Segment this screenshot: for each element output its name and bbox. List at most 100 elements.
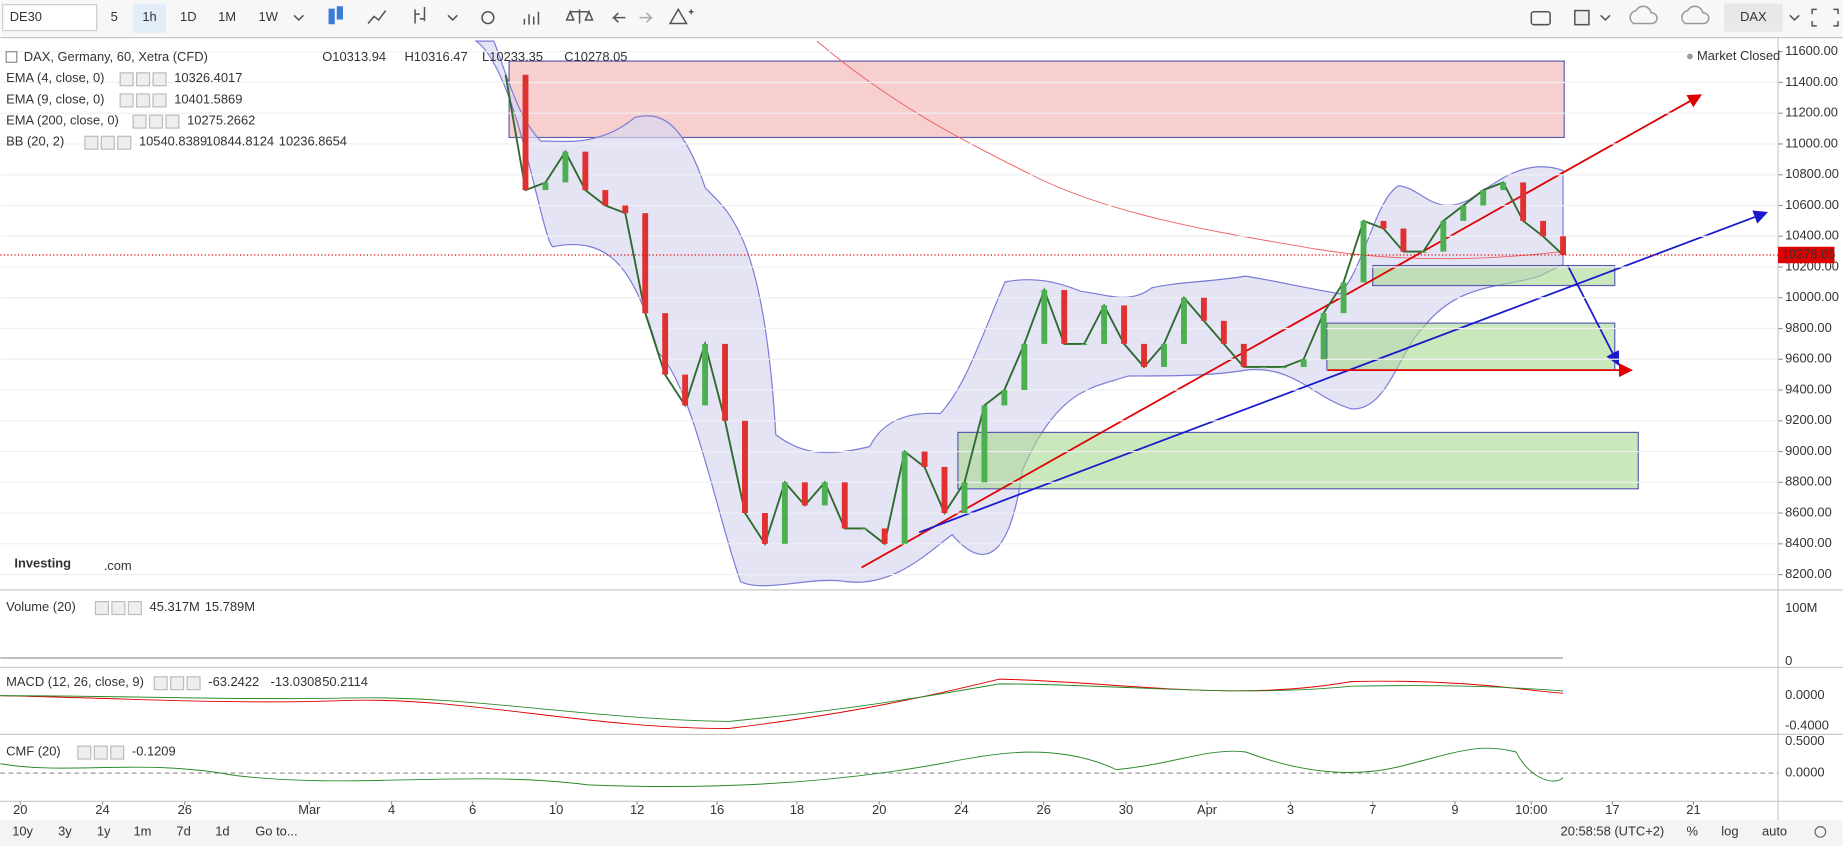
draw-dropdown[interactable] — [447, 14, 458, 22]
legend-control[interactable] — [119, 72, 134, 87]
price-line — [504, 74, 1564, 546]
candle — [1200, 297, 1207, 321]
range-button[interactable]: 3y — [58, 823, 72, 838]
settings-icon[interactable] — [481, 10, 495, 25]
legend-control[interactable] — [165, 114, 180, 129]
range-button[interactable]: 10y — [12, 823, 33, 838]
compare-icon[interactable] — [565, 9, 594, 24]
scale-option[interactable]: % — [1687, 823, 1699, 838]
line-icon[interactable] — [367, 10, 387, 24]
legend-control[interactable] — [148, 114, 164, 129]
logo-suffix: .com — [104, 558, 132, 573]
date-tick-label: 20 — [872, 802, 886, 817]
interval-button[interactable]: 1W — [259, 9, 279, 24]
indicator-value: 10326.4017 — [174, 70, 242, 85]
fullscreen-icon[interactable] — [1811, 8, 1839, 27]
symbol[interactable]: DE30 — [10, 9, 42, 24]
indicator-value: 10844.8124 — [206, 134, 274, 149]
layout-dropdown[interactable] — [1600, 14, 1611, 22]
date-tick-label: 26 — [1037, 802, 1051, 817]
interval-button[interactable]: 1D — [180, 9, 197, 24]
cloud-save[interactable] — [1681, 5, 1710, 25]
candle — [742, 420, 748, 514]
last-price-label: 10278.05 — [1782, 246, 1836, 261]
legend-control[interactable] — [117, 135, 132, 150]
legend-control[interactable] — [132, 114, 147, 129]
alert-icon[interactable] — [668, 7, 694, 25]
market-dropdown[interactable] — [1789, 14, 1800, 22]
interval-button[interactable]: 1h — [142, 9, 156, 24]
legend-control[interactable] — [84, 135, 99, 150]
pane-axis-label: 0 — [1785, 653, 1792, 668]
legend-control[interactable] — [111, 601, 126, 616]
legend-control[interactable] — [153, 676, 168, 691]
candle — [961, 482, 968, 514]
legend-control[interactable] — [127, 601, 142, 616]
legend-control[interactable] — [170, 676, 185, 691]
indicator-value: 10401.5869 — [174, 91, 242, 106]
range-button[interactable]: 1m — [134, 823, 152, 838]
legend-control[interactable] — [94, 601, 109, 616]
interval-button[interactable]: 1M — [218, 9, 236, 24]
interval-dropdown[interactable] — [293, 14, 304, 22]
indicator-icon[interactable] — [414, 7, 426, 24]
range-button[interactable]: 1d — [215, 823, 229, 838]
undo-icon[interactable] — [611, 12, 626, 23]
range-button[interactable]: 1y — [97, 823, 111, 838]
price-tick-label: 11400.00 — [1785, 74, 1838, 89]
candle — [582, 151, 589, 191]
pane-axis-label: 0.5000 — [1785, 733, 1824, 748]
legend-control[interactable] — [119, 93, 134, 108]
date-tick-label: 12 — [630, 802, 644, 817]
scale-option[interactable]: auto — [1762, 823, 1787, 838]
interval-button[interactable]: 5 — [111, 9, 118, 24]
redo-icon[interactable] — [639, 12, 654, 23]
pane-axis-label: 0.0000 — [1785, 765, 1824, 780]
candle — [1340, 282, 1347, 314]
date-tick-label: 20 — [13, 802, 27, 817]
legend-collapse[interactable] — [5, 51, 18, 63]
legend-control[interactable] — [77, 745, 92, 760]
legend-control[interactable] — [152, 72, 167, 87]
camera-icon[interactable] — [1530, 10, 1551, 26]
legend-control[interactable] — [186, 676, 201, 691]
date-tick-label: 17 — [1605, 802, 1619, 817]
legend-control[interactable] — [110, 745, 125, 760]
studies-icon[interactable] — [523, 11, 540, 25]
candle — [1460, 205, 1467, 221]
market-box[interactable] — [1724, 3, 1783, 32]
price-tick-label: 9200.00 — [1785, 412, 1832, 427]
legend-control[interactable] — [136, 72, 151, 87]
macd-signal — [0, 683, 1564, 722]
date-tick-label: 18 — [790, 802, 804, 817]
legend-control[interactable] — [100, 135, 115, 150]
settings-gear[interactable] — [1814, 826, 1827, 838]
legend-control[interactable] — [152, 93, 167, 108]
price-tick-label: 8600.00 — [1785, 504, 1832, 519]
goto-button[interactable]: Go to... — [255, 823, 297, 838]
candle — [1320, 313, 1327, 360]
clock: 20:58:58 (UTC+2) — [1561, 823, 1665, 838]
legend-control[interactable] — [136, 93, 151, 108]
scale-option[interactable]: log — [1721, 823, 1738, 838]
projection-arrow — [1566, 265, 1620, 366]
legend-control[interactable] — [93, 745, 108, 760]
price-tick-label: 9400.00 — [1785, 381, 1832, 396]
symbol-box[interactable] — [2, 4, 98, 32]
candle — [861, 528, 868, 530]
candle — [1161, 343, 1167, 367]
date-tick-label: 10:00 — [1515, 802, 1547, 817]
candle — [1500, 182, 1507, 191]
candles-icon[interactable] — [328, 8, 335, 25]
trend-line — [918, 210, 1768, 534]
candle — [1360, 220, 1367, 283]
candle — [702, 343, 709, 406]
candle — [1141, 343, 1147, 367]
cloud-load[interactable] — [1629, 5, 1658, 25]
market-symbol[interactable]: DAX — [1740, 9, 1767, 24]
range-button[interactable]: 7d — [176, 823, 190, 838]
pane-axis-label: -0.4000 — [1785, 718, 1829, 733]
candle — [1081, 343, 1088, 346]
layout-icon[interactable] — [1574, 9, 1590, 26]
